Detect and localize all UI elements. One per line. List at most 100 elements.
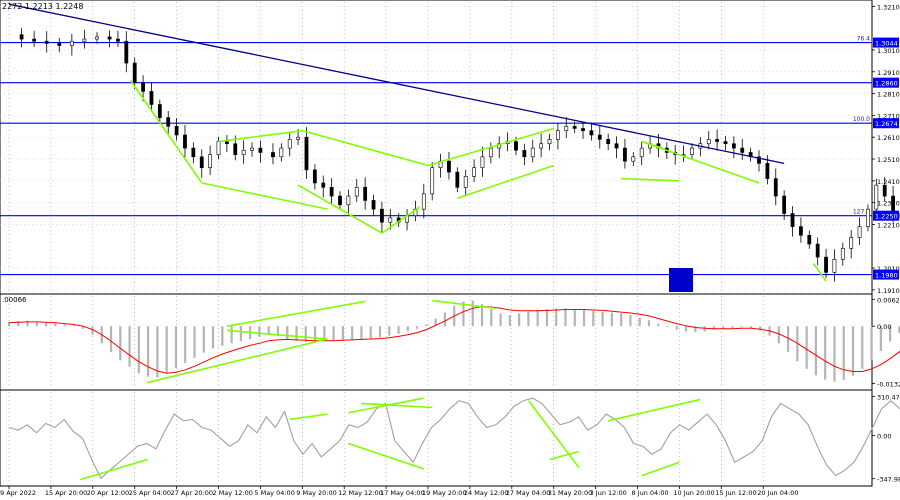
- cci-tick-label: 0.00: [877, 432, 891, 440]
- macd-divergence: [432, 299, 496, 310]
- candle-body: [258, 147, 263, 153]
- time-axis: 9 Apr 2022 15 Apr 20:00 20 Apr 12:00 25 Apr…: [0, 486, 798, 497]
- price-tick-label: 1.2510: [877, 156, 900, 164]
- candle-body: [191, 147, 196, 158]
- cci-line: [8, 397, 900, 480]
- cci-axis: 310.4756 0.00 -347.9814: [872, 394, 900, 484]
- level-badge: [873, 77, 899, 88]
- level-badge: [873, 118, 899, 129]
- time-label: 10 Jun 20:00: [673, 489, 714, 497]
- cci-divergence: [80, 458, 148, 481]
- time-label: 17 May 04:00: [380, 489, 425, 497]
- candle-body: [250, 147, 254, 151]
- trendline-layer: [8, 3, 785, 164]
- candle-body: [199, 156, 204, 169]
- price-tick-label: 1.3210: [877, 3, 900, 11]
- macd-histogram: [7, 300, 900, 382]
- candle-body: [183, 134, 187, 149]
- candle-body: [371, 200, 376, 210]
- candle-body: [304, 136, 309, 171]
- candle-body: [82, 38, 87, 42]
- time-label: 27 May 04:00: [506, 489, 551, 497]
- time-label: 8 Jun 04:00: [632, 489, 669, 497]
- candle-body: [799, 226, 803, 236]
- candle-body: [19, 34, 24, 40]
- candle-body: [488, 147, 493, 158]
- candle-body: [849, 237, 854, 249]
- candle-body: [866, 208, 870, 227]
- divergence-line: [302, 129, 429, 167]
- candle-body: [157, 104, 162, 118]
- candle-body: [790, 213, 795, 227]
- price-tick-label: 1.2310: [877, 200, 900, 208]
- price-tick-label: 1.2710: [877, 112, 900, 120]
- candle-body: [614, 143, 619, 149]
- candle-body: [572, 125, 577, 129]
- candle-body: [57, 43, 62, 46]
- macd-divergence: [226, 329, 328, 340]
- cci-pane: [0, 389, 873, 487]
- candle-body: [287, 139, 292, 149]
- candle-body: [690, 147, 694, 155]
- candle-body: [589, 130, 594, 136]
- price-tick-label: 1.2810: [877, 91, 900, 99]
- level-badge: [873, 210, 899, 221]
- cci-divergence: [360, 402, 433, 409]
- time-label: 24 May 12:00: [464, 489, 509, 497]
- time-label: 9 May 20:00: [296, 489, 336, 497]
- price-axis: 1.3210 1.3010 1.2910 1.2810 1.2710 1.2610 1.25…: [872, 3, 900, 295]
- divergence-line: [381, 206, 421, 234]
- candle-body: [522, 149, 527, 158]
- candle-body: [447, 160, 451, 173]
- cci-divergence: [348, 442, 425, 470]
- candle-body: [882, 184, 887, 197]
- divergence-line: [812, 263, 827, 282]
- level-badge-label: 1.1980: [875, 272, 898, 280]
- candle-body: [388, 217, 393, 223]
- candle-body: [116, 38, 120, 42]
- level-badge-label: 1.2250: [875, 213, 898, 221]
- candle-body: [472, 167, 476, 177]
- time-label: 20 Jun 04:00: [757, 489, 798, 497]
- divergence-line: [620, 177, 680, 182]
- candle-body: [514, 141, 518, 151]
- cci-divergence: [289, 413, 328, 421]
- candle-body: [296, 136, 301, 140]
- candle-body: [740, 147, 745, 153]
- candle-body: [715, 139, 720, 142]
- level-badge-label: 1.2860: [875, 80, 898, 88]
- candle-body: [757, 156, 761, 164]
- candle-body: [782, 195, 787, 214]
- time-label: 12 May 12:00: [338, 489, 383, 497]
- candle-body: [723, 141, 728, 145]
- candle-body: [530, 147, 535, 158]
- candle-body: [547, 139, 552, 145]
- price-tick-label: 1.2010: [877, 265, 900, 273]
- candle-body: [857, 226, 862, 238]
- candle-body: [380, 208, 384, 223]
- candle-body: [69, 40, 74, 46]
- candle-body: [271, 152, 275, 158]
- grid-lines: [0, 2, 872, 484]
- cci-line-group: [8, 397, 900, 480]
- price-tick-label: 1.2210: [877, 221, 900, 229]
- time-label: 25 Apr 04:00: [129, 489, 171, 497]
- candle-body: [208, 154, 213, 169]
- cci-divergence-lines: [80, 397, 701, 481]
- candle-body: [623, 147, 627, 162]
- candle-body: [241, 149, 246, 155]
- candle-body: [765, 163, 770, 179]
- ohlc-header: 2272 1.2213 1.2248: [2, 2, 83, 11]
- macd-header: .00066: [2, 296, 27, 304]
- price-tick-label: 1.2610: [877, 134, 900, 142]
- horizontal-levels: 76.4 100.0 127.2: [0, 36, 872, 276]
- cci-tick-label: 310.4756: [877, 394, 900, 402]
- time-label: 9 Apr 2022: [0, 489, 36, 497]
- divergence-line: [427, 127, 554, 167]
- candle-body: [773, 178, 778, 197]
- candle-body: [95, 36, 99, 40]
- cci-divergence: [607, 398, 701, 422]
- candle-body: [149, 91, 154, 105]
- candle-body: [279, 147, 284, 158]
